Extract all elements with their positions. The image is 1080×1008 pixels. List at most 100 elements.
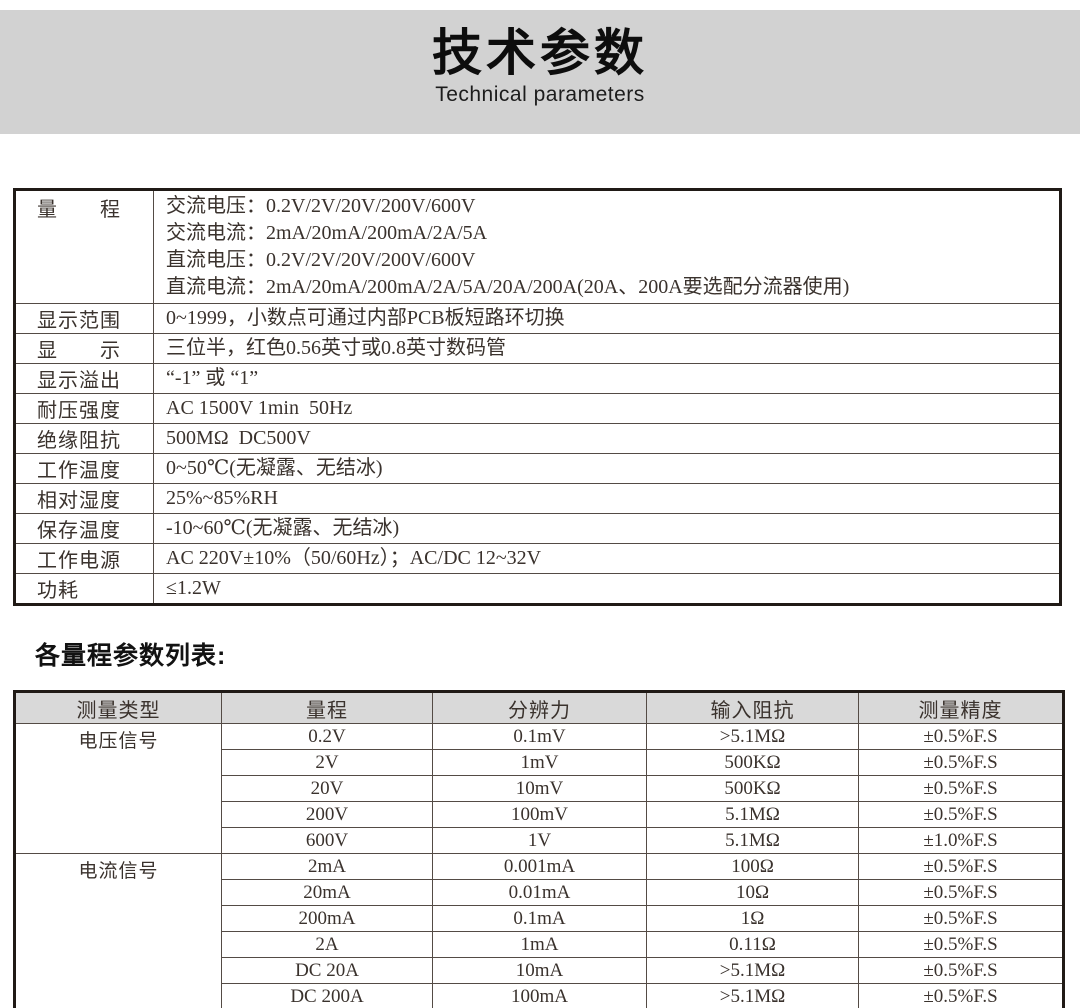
range-row: 电流信号 2mA 0.001mA 100Ω ±0.5%F.S [14,853,1064,1008]
spec-row-working-temp: 工作温度 0~50℃(无凝露、无结冰) [14,453,1061,484]
range-cell: 10mV [432,775,647,802]
spec-label: 保存温度 [14,513,154,544]
range-cell: 20mA [221,879,433,906]
range-cell: 2A [221,931,433,958]
range-cell: ±0.5%F.S [858,879,1064,906]
spec-label: 耐压强度 [14,393,154,424]
range-row: 200V 100mV 5.1MΩ ±0.5%F.S [15,801,1064,828]
spec-value-line: 0~1999，小数点可通过内部PCB板短路环切换 [166,307,565,329]
range-cell: 500KΩ [646,775,859,802]
range-row: 电压信号 0.2V 0.1mV >5.1MΩ ±0.5%F.S [14,723,1064,854]
range-cell: 1V [432,827,647,854]
col-header-type: 测量类型 [14,691,222,724]
range-table: 测量类型 量程 分辨力 输入阻抗 测量精度 电压信号 0.2V 0.1mV >5… [13,690,1065,1008]
spec-table: 量 程 交流电压：0.2V/2V/20V/200V/600V 交流电流：2mA/… [13,188,1062,606]
spec-row-display-range: 显示范围 0~1999，小数点可通过内部PCB板短路环切换 [14,303,1061,334]
spec-value-line: 三位半，红色0.56英寸或0.8英寸数码管 [166,337,506,359]
range-row: 200mA 0.1mA 1Ω ±0.5%F.S [15,905,1064,932]
spec-value-line: 25%~85%RH [166,487,278,509]
spec-label: 功耗 [14,573,154,605]
range-cell: ±0.5%F.S [858,983,1064,1008]
range-cell: 0.001mA [432,853,647,880]
range-cell: 0.11Ω [646,931,859,958]
spec-value-line: 交流电压：0.2V/2V/20V/200V/600V [166,195,476,217]
range-cell: ±0.5%F.S [858,905,1064,932]
range-cell: 2mA [221,853,433,880]
range-cell: ±0.5%F.S [858,723,1064,750]
range-cell: ±0.5%F.S [858,801,1064,828]
range-cell: 0.1mV [432,723,647,750]
spec-label: 相对湿度 [14,483,154,514]
range-cell: 100mV [432,801,647,828]
range-cell: 5.1MΩ [646,827,859,854]
range-row: 20mA 0.01mA 10Ω ±0.5%F.S [15,879,1064,906]
range-row: DC 20A 10mA >5.1MΩ ±0.5%F.S [15,957,1064,984]
range-cell: 500KΩ [646,749,859,776]
spec-value-line: 直流电流：2mA/20mA/200mA/2A/5A/20A/200A(20A、2… [166,276,850,298]
range-row: DC 200A 100mA >5.1MΩ ±0.5%F.S [15,983,1064,1008]
spec-value-line: 500MΩ DC500V [166,427,311,449]
range-cell: 1Ω [646,905,859,932]
spec-value-line: AC 220V±10%（50/60Hz）；AC/DC 12~32V [166,547,542,569]
range-row: 20V 10mV 500KΩ ±0.5%F.S [15,775,1064,802]
range-cell: 100Ω [646,853,859,880]
page-subtitle: Technical parameters [435,83,645,106]
range-cell: ±0.5%F.S [858,775,1064,802]
spec-label: 显 示 [14,333,154,364]
spec-value-line: ≤1.2W [166,577,221,599]
range-cell: 5.1MΩ [646,801,859,828]
range-cell: 600V [221,827,433,854]
spec-value-line: “-1” 或 “1” [166,367,259,389]
spec-row-power-supply: 工作电源 AC 220V±10%（50/60Hz）；AC/DC 12~32V [14,543,1061,574]
page-title: 技术参数 [432,25,648,81]
spec-row-display: 显 示 三位半，红色0.56英寸或0.8英寸数码管 [14,333,1061,364]
spec-row-storage-temp: 保存温度 -10~60℃(无凝露、无结冰) [14,513,1061,544]
range-header-row: 测量类型 量程 分辨力 输入阻抗 测量精度 [14,691,1064,724]
spec-value-line: 0~50℃(无凝露、无结冰) [166,457,383,479]
range-row: 2V 1mV 500KΩ ±0.5%F.S [15,749,1064,776]
range-cell: 1mA [432,931,647,958]
range-cell: 0.2V [221,723,433,750]
spec-label: 显示溢出 [14,363,154,394]
range-cell: 1mV [432,749,647,776]
section-heading: 各量程参数列表: [35,642,227,670]
spec-value-line: -10~60℃(无凝露、无结冰) [166,517,400,539]
spec-row-range: 量 程 交流电压：0.2V/2V/20V/200V/600V 交流电流：2mA/… [14,189,1061,304]
range-cell: 0.1mA [432,905,647,932]
range-cell: 100mA [432,983,647,1008]
range-cell: 0.01mA [432,879,647,906]
spec-label: 绝缘阻抗 [14,423,154,454]
range-cell: ±0.5%F.S [858,931,1064,958]
group-type-voltage: 电压信号 [14,723,222,854]
range-cell: 200V [221,801,433,828]
spec-label: 工作电源 [14,543,154,574]
spec-label: 量 程 [14,189,154,304]
spec-value-line: AC 1500V 1min 50Hz [166,397,353,419]
range-row: 2A 1mA 0.11Ω ±0.5%F.S [15,931,1064,958]
range-cell: 200mA [221,905,433,932]
range-cell: >5.1MΩ [646,723,859,750]
range-cell: ±0.5%F.S [858,853,1064,880]
header-band: 技术参数 Technical parameters [0,10,1080,134]
group-type-current: 电流信号 [14,853,222,1008]
spec-row-withstand-voltage: 耐压强度 AC 1500V 1min 50Hz [14,393,1061,424]
range-cell: 2V [221,749,433,776]
spec-row-humidity: 相对湿度 25%~85%RH [14,483,1061,514]
range-cell: 10Ω [646,879,859,906]
col-header-resolution: 分辨力 [432,691,647,724]
range-cell: ±1.0%F.S [858,827,1064,854]
range-cell: 10mA [432,957,647,984]
range-cell: DC 20A [221,957,433,984]
col-header-range: 量程 [221,691,433,724]
range-cell: 20V [221,775,433,802]
spec-row-insulation: 绝缘阻抗 500MΩ DC500V [14,423,1061,454]
range-cell: ±0.5%F.S [858,957,1064,984]
range-cell: ±0.5%F.S [858,749,1064,776]
col-header-accuracy: 测量精度 [858,691,1064,724]
range-cell: >5.1MΩ [646,957,859,984]
spec-row-power-consumption: 功耗 ≤1.2W [14,573,1061,605]
spec-value-line: 交流电流：2mA/20mA/200mA/2A/5A [166,222,488,244]
spec-value-line: 直流电压：0.2V/2V/20V/200V/600V [166,249,476,271]
range-cell: >5.1MΩ [646,983,859,1008]
spec-label: 工作温度 [14,453,154,484]
